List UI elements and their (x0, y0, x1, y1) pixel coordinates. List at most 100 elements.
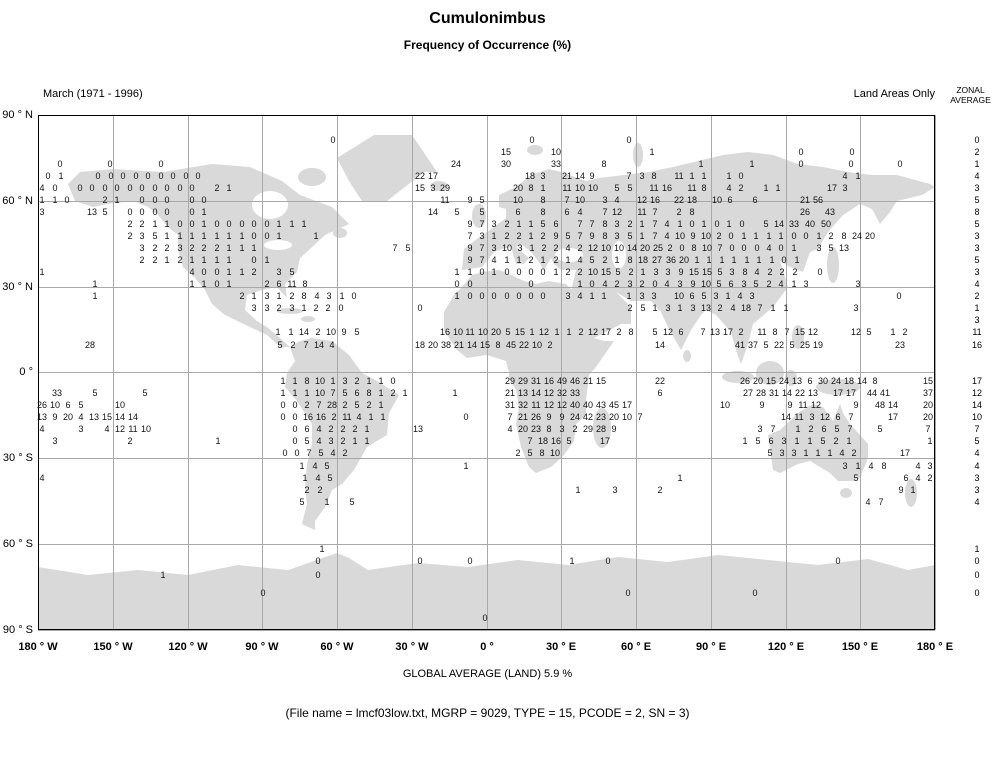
grid-value: 1 (264, 255, 270, 265)
chart-title: Cumulonimbus (429, 10, 546, 27)
grid-value: 8 (841, 231, 847, 241)
grid-value: 13 (88, 412, 100, 422)
grid-value: 7 (306, 448, 312, 458)
grid-value: 3 (251, 303, 257, 313)
grid-value: 3 (713, 291, 719, 301)
grid-value: 5 (327, 473, 333, 483)
grid-value: 3 (430, 183, 436, 193)
grid-value: 0 (280, 400, 286, 410)
grid-value: 10 (587, 183, 599, 193)
grid-value: 1 (701, 171, 707, 181)
grid-value: 0 (152, 207, 158, 217)
grid-value: 4 (507, 424, 513, 434)
grid-value: 1 (304, 388, 310, 398)
grid-value: 7 (757, 303, 763, 313)
grid-value: 40 (582, 400, 594, 410)
grid-value: 0 (89, 183, 95, 193)
grid-value: 1 (313, 231, 319, 241)
grid-value: 4 (839, 448, 845, 458)
grid-value: 2 (340, 424, 346, 434)
grid-value: 10 (700, 279, 712, 289)
grid-value: 7 (652, 231, 658, 241)
grid-value: 5 (828, 243, 834, 253)
grid-value: 3 (78, 424, 84, 434)
grid-value: 22 (773, 340, 785, 350)
grid-value: 13 (517, 388, 529, 398)
grid-value: 5 (652, 327, 658, 337)
grid-value: 31 (530, 376, 542, 386)
grid-value: 1 (540, 183, 546, 193)
grid-value: 4 (104, 424, 110, 434)
grid-value: 6 (657, 388, 663, 398)
philippines-shape (792, 325, 804, 349)
grid-value: 2 (553, 255, 559, 265)
grid-value: 3 (276, 267, 282, 277)
file-info-label: (File name = lmcf03low.txt, MGRP = 9029,… (285, 706, 690, 720)
lon-axis-label: 60 ° W (320, 641, 354, 653)
grid-value: 17 (722, 327, 734, 337)
black-sea-shape (555, 248, 583, 262)
grid-value: 2 (251, 267, 257, 277)
grid-value: 7 (626, 171, 632, 181)
zonal-average-value: 4 (974, 461, 980, 471)
grid-value: 4 (312, 461, 318, 471)
grid-value: 1 (731, 255, 737, 265)
grid-value: 25 (652, 243, 664, 253)
grid-value: 15 (500, 147, 512, 157)
grid-value: 1 (778, 231, 784, 241)
grid-value: 0 (752, 588, 758, 598)
grid-value: 1 (890, 327, 896, 337)
grid-value: 1 (226, 231, 232, 241)
grid-value: 0 (778, 243, 784, 253)
grid-value: 17 (826, 183, 838, 193)
grid-value: 7 (848, 412, 854, 422)
grid-value: 17 (427, 171, 439, 181)
grid-value: 0 (741, 243, 747, 253)
grid-value: 1 (516, 219, 522, 229)
grid-value: 1 (553, 267, 559, 277)
grid-value: 1 (160, 570, 166, 580)
lon-axis-label: 150 ° E (841, 641, 879, 653)
grid-value: 0 (164, 183, 170, 193)
grid-value: 8 (602, 231, 608, 241)
grid-value: 7 (479, 243, 485, 253)
grid-value: 6 (564, 207, 570, 217)
grid-value: 14 (313, 340, 325, 350)
grid-value: 28 (326, 400, 338, 410)
grid-value: 13 (700, 303, 712, 313)
grid-value: 1 (239, 231, 245, 241)
coverage-label: Land Areas Only (853, 88, 935, 100)
grid-value: 0 (454, 279, 460, 289)
grid-value: 3 (52, 436, 58, 446)
grid-value: 5 (354, 327, 360, 337)
grid-value: 1 (189, 279, 195, 289)
grid-value: 5 (342, 388, 348, 398)
grid-value: 7 (507, 412, 513, 422)
grid-value: 0 (164, 195, 170, 205)
grid-value: 24 (851, 231, 863, 241)
grid-value: 3 (326, 291, 332, 301)
lon-axis-label: 0 ° (480, 641, 494, 653)
grid-value: 0 (292, 400, 298, 410)
zonal-average-value: 10 (971, 412, 982, 422)
grid-value: 2 (127, 436, 133, 446)
grid-value: 0 (467, 291, 473, 301)
grid-value: 14 (781, 388, 793, 398)
grid-value: 0 (504, 291, 510, 301)
grid-value: 3 (842, 461, 848, 471)
grid-value: 0 (95, 171, 101, 181)
grid-value: 7 (717, 243, 723, 253)
grid-value: 1 (239, 243, 245, 253)
grid-value: 6 (807, 376, 813, 386)
grid-value: 0 (139, 183, 145, 193)
grid-value: 11 (687, 183, 697, 193)
newfoundland-shape (333, 228, 347, 238)
grid-value: 2 (717, 303, 723, 313)
grid-value: 3 (177, 243, 183, 253)
grid-value: 0 (251, 231, 257, 241)
zonal-average-value: 1 (974, 544, 980, 554)
grid-value: 18 (843, 376, 855, 386)
grid-value: 4 (766, 243, 772, 253)
grid-value: 0 (127, 183, 133, 193)
grid-value: 5 (454, 207, 460, 217)
